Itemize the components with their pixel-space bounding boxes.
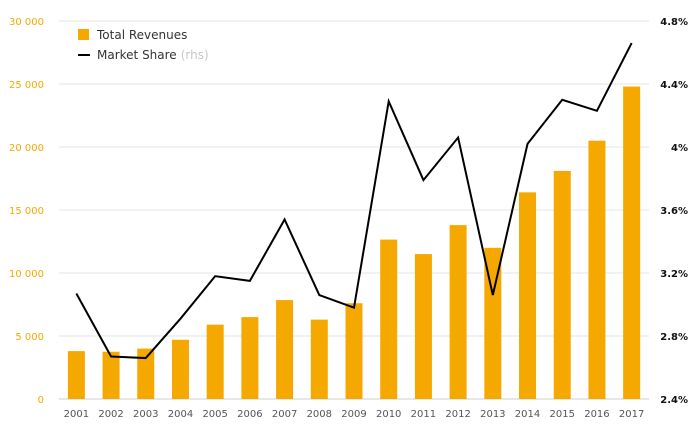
- revenue-bar: [67, 351, 85, 399]
- revenue-bar: [276, 300, 294, 399]
- revenue-bar: [623, 86, 641, 400]
- revenue-bar: [519, 192, 537, 399]
- left-axis-tick-label: 0: [38, 395, 44, 406]
- right-axis-tick-label: 2.4%: [660, 395, 688, 406]
- x-axis-tick-label: 2003: [133, 409, 158, 420]
- left-axis-tick-label: 30 000: [9, 17, 44, 28]
- x-axis-tick-label: 2017: [619, 409, 644, 420]
- legend-label-total-revenues: Total Revenues: [96, 28, 187, 42]
- revenue-bar: [137, 348, 155, 399]
- left-axis-ticks: 0 5 000 10 000 15 000 20 000 25 000 30 000: [9, 17, 44, 406]
- revenue-bar: [241, 317, 259, 399]
- left-axis-tick-label: 10 000: [9, 269, 44, 280]
- legend-label-market-share-text: Market Share: [97, 48, 177, 62]
- x-axis-tick-label: 2004: [168, 409, 193, 420]
- market-share-line-group: [75, 42, 633, 360]
- revenue-bar: [102, 351, 120, 399]
- x-axis-tick-label: 2005: [202, 409, 227, 420]
- x-axis-tick-label: 2012: [445, 409, 470, 420]
- revenue-bar: [484, 247, 502, 399]
- left-axis-tick-label: 5 000: [15, 332, 44, 343]
- revenue-bar: [449, 225, 467, 399]
- revenue-bar: [553, 170, 571, 399]
- x-axis-tick-label: 2011: [411, 409, 436, 420]
- x-axis-tick-label: 2014: [515, 409, 540, 420]
- x-axis-tick-label: 2009: [341, 409, 366, 420]
- left-axis-tick-label: 25 000: [9, 80, 44, 91]
- right-axis-tick-label: 3.6%: [660, 206, 688, 217]
- right-axis-tick-label: 2.8%: [660, 332, 688, 343]
- x-axis-tick-label: 2010: [376, 409, 401, 420]
- right-axis-tick-label: 4.4%: [660, 80, 688, 91]
- x-axis-tick-label: 2002: [98, 409, 123, 420]
- revenue-bar: [171, 339, 189, 399]
- x-axis-tick-label: 2008: [307, 409, 332, 420]
- revenue-bar: [310, 319, 328, 399]
- x-axis-tick-label: 2013: [480, 409, 505, 420]
- x-axis-tick-label: 2015: [550, 409, 575, 420]
- right-axis-ticks: 2.4% 2.8% 3.2% 3.6% 4% 4.4% 4.8%: [660, 17, 688, 406]
- left-axis-tick-label: 15 000: [9, 206, 44, 217]
- legend-label-market-share-note: (rhs): [181, 48, 209, 62]
- revenue-bar: [380, 239, 398, 399]
- x-axis-ticks: 2001 2002 2003 2004 2005 2006 2007 2008 2009 2010…: [64, 409, 645, 420]
- x-axis-tick-label: 2006: [237, 409, 262, 420]
- legend: Total Revenues Market Share (rhs): [78, 28, 209, 62]
- legend-swatch-total-revenues: [78, 29, 89, 40]
- revenue-bars: [67, 86, 641, 400]
- right-axis-tick-label: 3.2%: [660, 269, 688, 280]
- right-axis-tick-label: 4.8%: [660, 17, 688, 28]
- x-axis-tick-label: 2001: [64, 409, 89, 420]
- revenue-bar: [345, 303, 363, 399]
- gridlines: [59, 20, 649, 400]
- revenue-bar: [588, 140, 606, 399]
- revenue-bar: [414, 254, 432, 399]
- market-share-line: [75, 42, 633, 360]
- x-axis-tick-label: 2007: [272, 409, 297, 420]
- legend-label-market-share: Market Share (rhs): [97, 48, 209, 62]
- right-axis-tick-label: 4%: [671, 143, 688, 154]
- x-axis-tick-label: 2016: [584, 409, 609, 420]
- left-axis-tick-label: 20 000: [9, 143, 44, 154]
- revenue-bar: [206, 324, 224, 399]
